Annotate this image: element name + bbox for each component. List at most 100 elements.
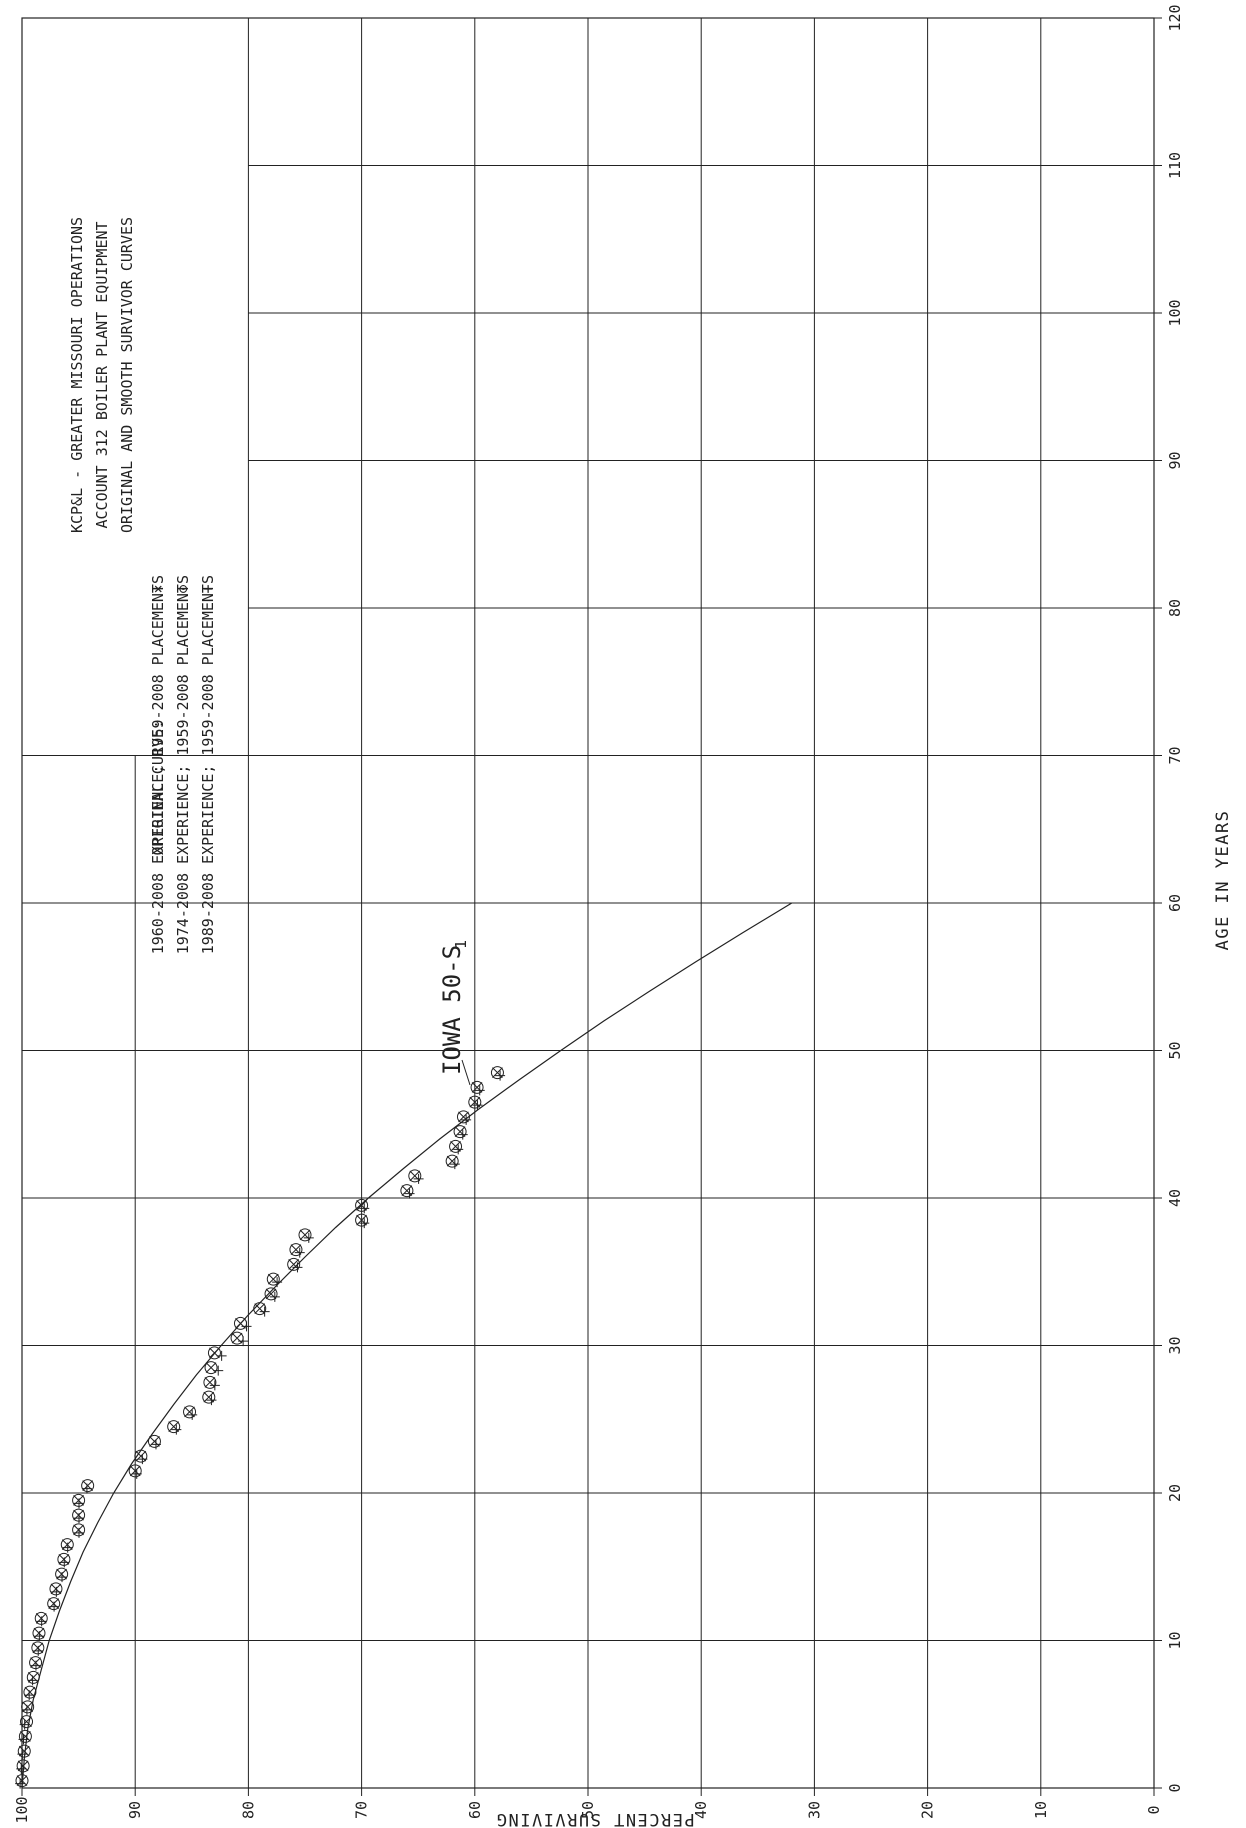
point-+-16 [62,1542,73,1553]
point-+-0 [15,1778,26,1789]
point-+-22 [137,1454,148,1465]
point-+-47 [474,1085,485,1096]
pct-tick-label-10: 10 [1032,1801,1050,1819]
point-circle-21 [128,1464,142,1478]
curve-label-subscript: 1 [452,940,470,949]
point-circle-1 [16,1759,30,1773]
point-circle-25 [183,1405,197,1419]
age-tick-label-20: 20 [1166,1484,1184,1502]
point-+-20 [81,1483,92,1494]
y-axis-label: PERCENT SURVIVING [495,1809,695,1828]
point-circle-44 [453,1125,467,1139]
point-circle-46 [468,1095,482,1109]
point-circle-47 [470,1080,484,1094]
legend: ORIGINAL CURVE: × 1960-2008 EXPERIENCE; … [149,575,217,954]
title-line-1: KCP&L - GREATER MISSOURI OPERATIONS [68,217,86,533]
point-+-8 [30,1660,41,1671]
age-tick-label-0: 0 [1166,1783,1184,1792]
age-tick-label-30: 30 [1166,1336,1184,1354]
point-+-43 [453,1144,464,1155]
point-circle-34 [266,1272,280,1286]
pct-tick-label-0: 0 [1145,1805,1163,1814]
point-+-28 [213,1365,224,1376]
pct-tick-label-40: 40 [692,1801,710,1819]
title-line-2: ACCOUNT 312 BOILER PLANT EQUIPMENT [93,221,111,528]
age-tick-label-10: 10 [1166,1631,1184,1649]
point-circle-35 [287,1257,301,1271]
point-circle-33 [264,1287,278,1301]
legend-symbol-3: + [199,584,217,593]
title-line-3: ORIGINAL AND SMOOTH SURVIVOR CURVES [118,217,136,533]
point-+-27 [209,1380,220,1391]
point-circle-29 [207,1346,221,1360]
pct-tick-label-60: 60 [466,1801,484,1819]
point-+-19 [73,1498,84,1509]
data-points [15,1066,506,1789]
point-circle-43 [449,1139,463,1153]
legend-label-1: 1960-2008 EXPERIENCE; 1959-2008 PLACEMEN… [149,575,167,954]
age-tick-label-80: 80 [1166,599,1184,617]
point-+-26 [206,1395,217,1406]
point-circle-20 [81,1479,95,1493]
pct-tick-label-90: 90 [126,1801,144,1819]
point-+-38 [359,1218,370,1229]
point-+-6 [24,1690,35,1701]
point-+-18 [73,1513,84,1524]
smooth-curve [21,902,793,1789]
point-circle-26 [202,1390,216,1404]
point-+-29 [216,1350,227,1361]
point-circle-24 [167,1420,181,1434]
point-+-23 [150,1439,161,1450]
point-+-17 [73,1527,84,1538]
point-+-13 [51,1586,62,1597]
percent-tick-labels: 100 90 80 70 60 50 40 30 20 10 0 [13,1788,1163,1824]
legend-label-3: 1989-2008 EXPERIENCE; 1959-2008 PLACEMEN… [199,575,217,954]
point-circle-22 [134,1449,148,1463]
point-circle-42 [445,1154,459,1168]
point-+-24 [171,1424,182,1435]
point-circle-41 [408,1169,422,1183]
iowa-50-s1-curve [21,902,793,1789]
point-+-1 [16,1763,27,1774]
point-circle-7 [26,1670,40,1684]
pct-tick-label-100: 100 [13,1796,31,1823]
point-+-2 [17,1749,28,1760]
age-tick-label-60: 60 [1166,894,1184,912]
point-circle-32 [253,1302,267,1316]
pct-tick-label-50: 50 [579,1801,597,1819]
chart-title-block: KCP&L - GREATER MISSOURI OPERATIONS ACCO… [68,217,136,533]
curve-label-leader [461,1059,471,1086]
point-+-39 [359,1203,370,1214]
point-circle-39 [355,1198,369,1212]
point-+-31 [241,1321,252,1332]
point-+-34 [272,1277,283,1288]
pct-tick-label-70: 70 [353,1801,371,1819]
point-circle-6 [23,1685,37,1699]
point-+-5 [21,1704,32,1715]
point-circle-38 [355,1213,369,1227]
point-circle-40 [400,1184,414,1198]
point-+-21 [131,1468,142,1479]
point-circle-23 [147,1434,161,1448]
point-+-40 [404,1188,415,1199]
legend-symbol-2: ⊙ [174,584,192,593]
point-+-7 [27,1675,38,1686]
point-+-46 [472,1100,483,1111]
point-+-12 [49,1601,60,1612]
point-+-11 [36,1616,47,1627]
point-circle-3 [18,1729,32,1743]
age-tick-label-50: 50 [1166,1041,1184,1059]
point-circle-27 [203,1375,217,1389]
point-+-41 [413,1173,424,1184]
point-+-45 [461,1114,472,1125]
pct-tick-label-20: 20 [919,1801,937,1819]
point-+-3 [18,1734,29,1745]
age-tick-label-70: 70 [1166,746,1184,764]
point-+-48 [495,1070,506,1081]
curve-label: IOWA 50-S 1 [438,940,470,1075]
point-+-9 [33,1645,44,1656]
legend-label-2: 1974-2008 EXPERIENCE; 1959-2008 PLACEMEN… [174,575,192,954]
age-tick-label-120: 120 [1166,4,1184,31]
pct-tick-label-30: 30 [805,1801,823,1819]
